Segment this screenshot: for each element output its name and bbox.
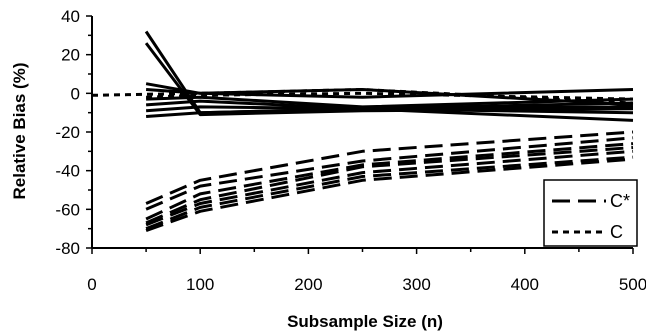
y-tick-label: -80 [55,239,80,258]
series-line-c-star [145,155,634,231]
y-tick-label: 0 [71,84,80,103]
series-line-c [144,42,634,117]
x-tick-label: 300 [402,275,430,294]
y-tick-label: 40 [61,7,80,26]
x-tick-label: 400 [511,275,539,294]
series-line-c [145,107,634,122]
series-lines [91,30,634,233]
x-tick-label: 100 [186,275,214,294]
x-tick-label: 200 [294,275,322,294]
y-tick-label: -20 [55,123,80,142]
series-line-c-star [145,146,634,225]
y-tick-label: -60 [55,200,80,219]
series-line-c-star [145,142,634,221]
axes [86,15,634,254]
series-line-c-star [145,149,634,227]
y-axis-title: Relative Bias (%) [10,63,29,200]
legend-label-c-star: C* [610,191,630,211]
legend: C* C [543,179,638,247]
series-line-c-star [145,130,634,205]
legend-label-c: C [610,222,623,242]
y-tick-label: -40 [55,162,80,181]
series-line-c [145,88,634,99]
series-line-c [145,82,634,107]
series-line-c-star [145,157,634,233]
series-line-c-star [145,136,634,211]
series-line-c [146,95,634,109]
x-axis-title: Subsample Size (n) [287,312,443,331]
x-tick-label: 500 [619,275,646,294]
legend-box [543,179,638,247]
x-tick-label: 0 [87,275,96,294]
y-tick-label: 20 [61,46,80,65]
series-line-c [145,101,634,113]
series-line-c [145,99,634,111]
